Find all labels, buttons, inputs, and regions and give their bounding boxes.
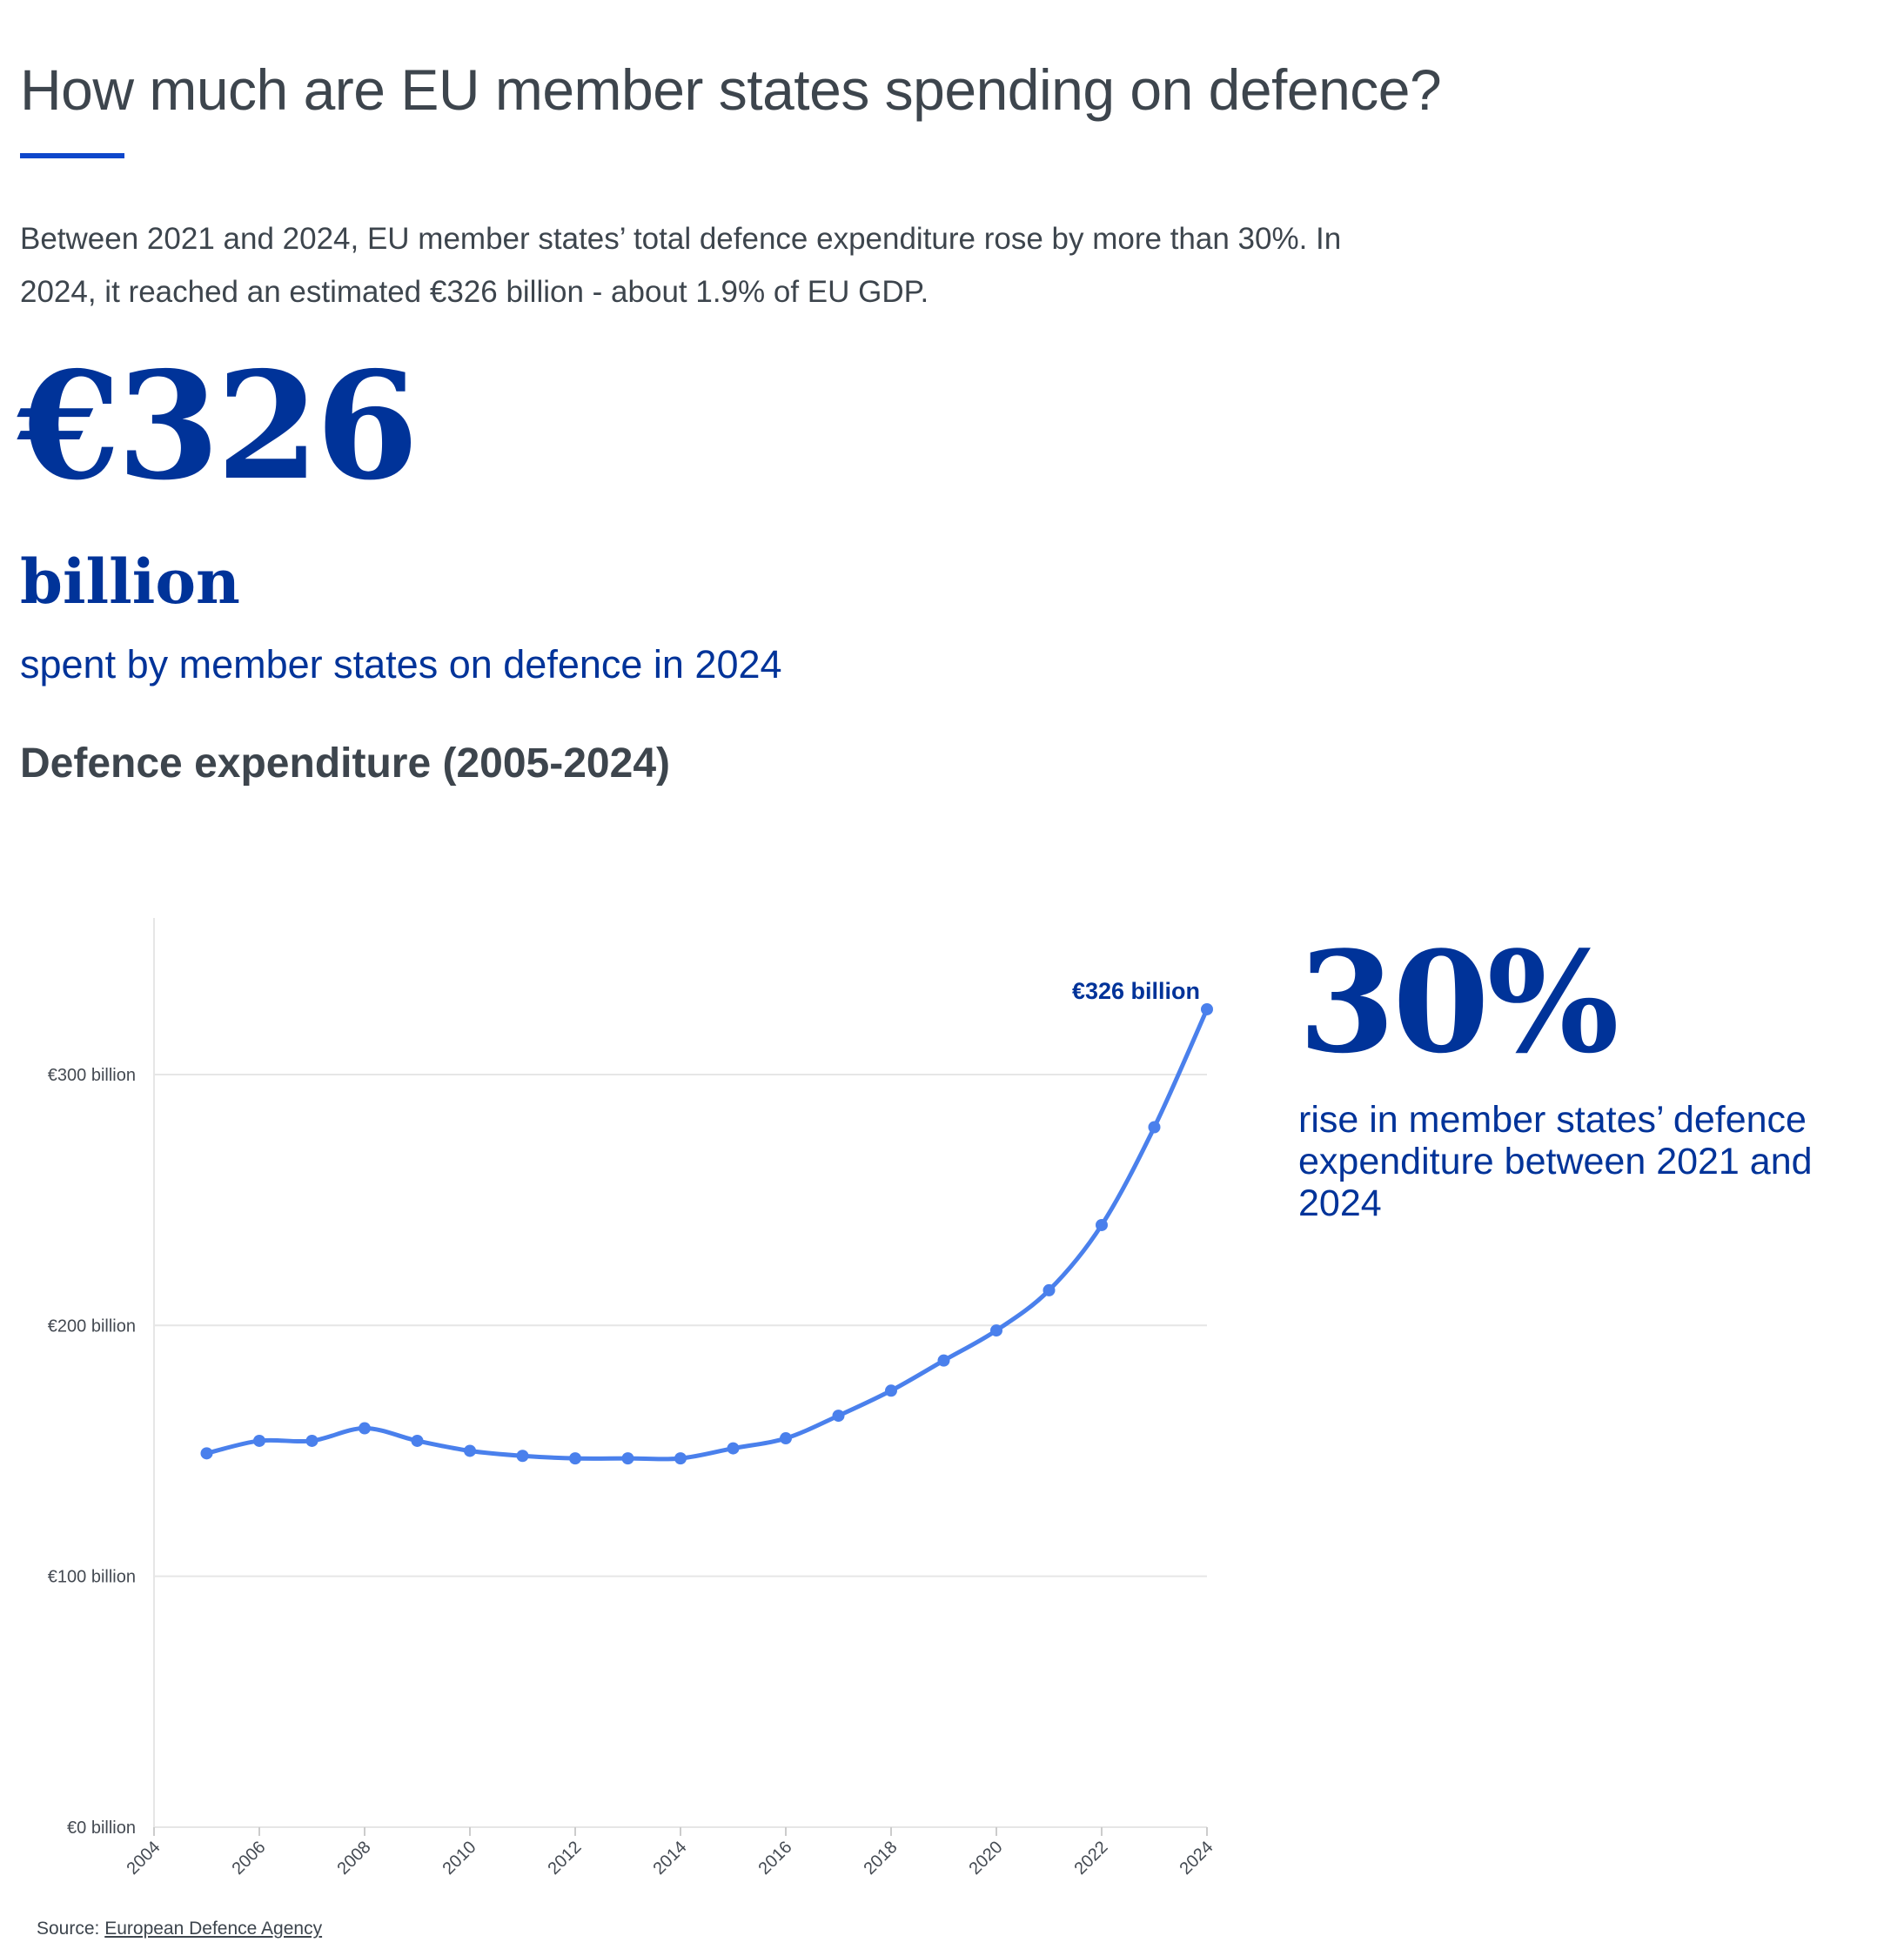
defence-expenditure-chart: €0 billion €100 billion €200 billion €300 b… xyxy=(48,918,1217,1879)
data-point xyxy=(569,1452,581,1465)
data-label: €326 billion xyxy=(1072,978,1200,1004)
y-tick-label: €0 billion xyxy=(67,1818,136,1838)
x-tick-label: 2014 xyxy=(650,1838,691,1879)
source-prefix: Source: xyxy=(37,1919,100,1939)
line-layer xyxy=(204,1007,1210,1462)
highlight-caption: spent by member states on defence in 202… xyxy=(20,642,782,687)
title-underline xyxy=(20,153,124,158)
y-tick-label: €100 billion xyxy=(48,1568,136,1587)
highlight-value: €326 xyxy=(17,339,419,513)
x-tick-label: 2004 xyxy=(124,1838,164,1879)
data-point xyxy=(359,1422,371,1435)
x-tick-label: 2016 xyxy=(755,1838,796,1879)
x-tick-label: 2006 xyxy=(229,1838,270,1879)
highlight-unit: billion xyxy=(20,546,240,618)
data-point xyxy=(621,1452,634,1465)
x-tick-label: 2022 xyxy=(1071,1838,1112,1879)
chart-title: Defence expenditure (2005-2024) xyxy=(20,740,670,787)
data-point xyxy=(937,1354,950,1367)
page-title: How much are EU member states spending o… xyxy=(20,57,1442,122)
source-link[interactable]: European Defence Agency xyxy=(104,1919,323,1939)
lead-paragraph: Between 2021 and 2024, EU member states’… xyxy=(20,222,1342,309)
source-note: Source: European Defence Agency xyxy=(37,1919,322,1939)
x-tick-label: 2008 xyxy=(334,1838,375,1879)
data-point xyxy=(1043,1283,1056,1296)
y-tick-label: €300 billion xyxy=(48,1066,136,1085)
data-point xyxy=(990,1324,1002,1337)
x-tick-label: 2018 xyxy=(861,1838,902,1879)
data-point xyxy=(1201,1002,1213,1015)
data-point xyxy=(727,1442,740,1455)
data-point xyxy=(832,1410,845,1423)
data-point xyxy=(674,1452,687,1465)
data-point xyxy=(780,1432,792,1445)
label-layer: €0 billion €100 billion €200 billion €300 b… xyxy=(48,978,1217,1879)
data-point xyxy=(253,1434,265,1447)
data-point xyxy=(411,1434,424,1447)
y-tick-label: €200 billion xyxy=(48,1316,136,1336)
data-point xyxy=(1096,1218,1108,1231)
x-tick-label: 2020 xyxy=(966,1838,1007,1879)
data-point xyxy=(885,1384,897,1397)
x-tick-label: 2010 xyxy=(439,1838,480,1879)
grid-layer xyxy=(154,1073,1207,1577)
data-point xyxy=(516,1450,529,1463)
axis-layer xyxy=(153,918,1208,1836)
x-tick-label: 2024 xyxy=(1177,1838,1217,1879)
data-point xyxy=(305,1434,318,1447)
data-point xyxy=(1148,1121,1161,1134)
series-line xyxy=(204,1007,1210,1462)
stat-caption: rise in member states’ defence expenditu… xyxy=(1298,1099,1813,1224)
stat-value: 30% xyxy=(1298,921,1619,1084)
point-layer xyxy=(200,1002,1213,1465)
data-point xyxy=(200,1447,213,1460)
data-point xyxy=(464,1444,476,1457)
x-tick-label: 2012 xyxy=(545,1838,586,1879)
